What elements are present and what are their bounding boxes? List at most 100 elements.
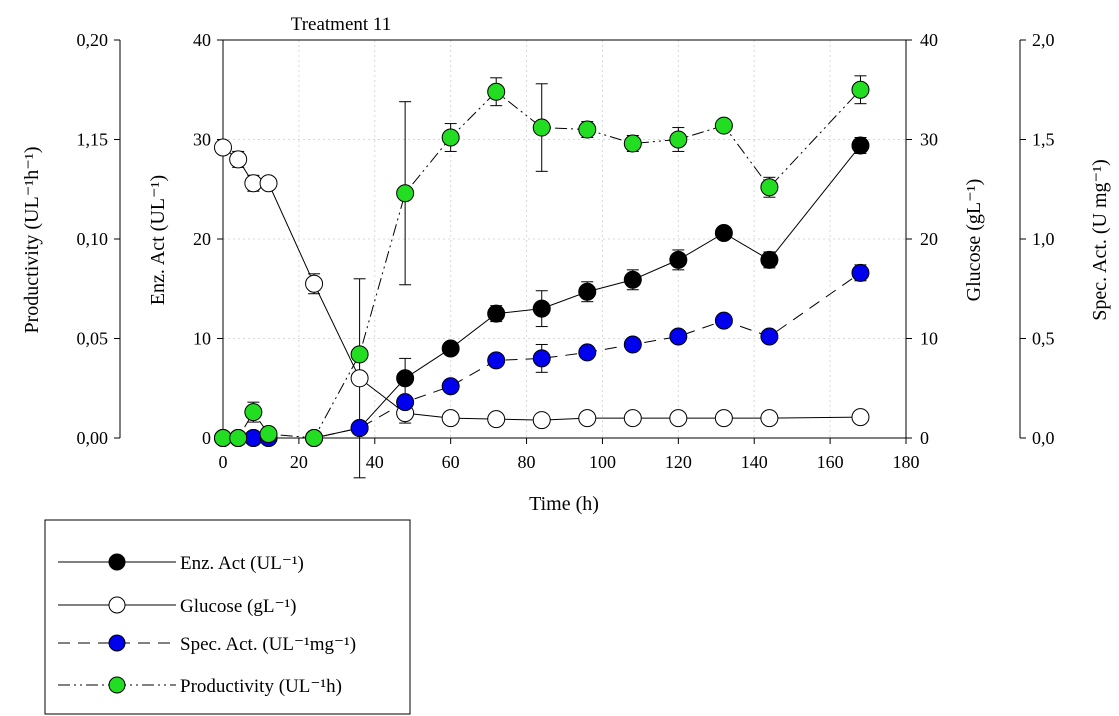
data-point-glucose [532, 411, 551, 430]
data-point-glucose [578, 409, 597, 428]
series-line-spec [223, 272, 861, 439]
data-point-spec [623, 335, 642, 354]
spec-tick-label: 1,5 [1032, 130, 1055, 150]
data-point-productivity [441, 128, 460, 147]
data-point-glucose [851, 408, 870, 427]
data-point-glucose [350, 369, 369, 388]
data-point-glucose [305, 274, 324, 293]
data-point-spec [441, 377, 460, 396]
data-point-productivity [229, 429, 248, 447]
data-point-productivity [259, 425, 278, 444]
data-point-spec [396, 393, 415, 412]
x-tick-label: 140 [741, 452, 768, 472]
ticks: 0 20 40 60 80 100 120 140 160 1800102030400102030… [77, 30, 1055, 472]
data-point-enz [578, 282, 597, 301]
data-point-productivity [396, 184, 415, 203]
data-point-productivity [350, 345, 369, 364]
x-tick-label: 40 [366, 452, 384, 472]
data-point-glucose [229, 150, 248, 169]
data-point-productivity [714, 116, 733, 135]
data-point-productivity [851, 80, 870, 99]
x-tick-label: 80 [518, 452, 536, 472]
legend-marker-spec [108, 634, 126, 652]
data-point-spec [578, 343, 597, 362]
data-point-productivity [487, 82, 506, 101]
x-tick-label: 180 [893, 452, 920, 472]
data-point-enz [760, 250, 779, 269]
data-point-spec [714, 311, 733, 330]
productivity-tick-label: 0,20 [77, 30, 109, 50]
series-line-productivity [223, 89, 861, 439]
x-tick-label: 160 [817, 452, 844, 472]
spec-tick-label: 0,0 [1032, 428, 1055, 448]
spec-axis-label: Spec. Act. (U mg⁻¹) [1089, 159, 1111, 321]
glucose-tick-label: 30 [920, 130, 938, 150]
enz-tick-label: 0 [202, 428, 211, 448]
x-tick-label: 20 [290, 452, 308, 472]
enz-tick-label: 20 [193, 229, 211, 249]
enz-tick-label: 40 [193, 30, 211, 50]
glucose-tick-label: 40 [920, 30, 938, 50]
productivity-tick-label: 1,15 [77, 130, 109, 150]
legend-box [44, 519, 411, 715]
chart-title: Treatment 11 [291, 14, 391, 35]
data-point-productivity [623, 134, 642, 153]
glucose-tick-label: 10 [920, 329, 938, 349]
spec-tick-label: 2,0 [1032, 30, 1055, 50]
data-point-glucose [259, 174, 278, 193]
data-point-spec [244, 429, 263, 447]
data-point-enz [396, 369, 415, 388]
x-tick-label: 0 [219, 452, 228, 472]
productivity-tick-label: 0,05 [77, 329, 109, 349]
data-point-glucose [244, 174, 263, 193]
productivity-tick-label: 0,10 [77, 229, 109, 249]
data-point-spec [487, 351, 506, 370]
data-point-enz [487, 304, 506, 323]
data-point-enz [714, 224, 733, 243]
data-point-glucose [623, 409, 642, 428]
data-point-enz [532, 299, 551, 318]
data-point-glucose [214, 138, 232, 157]
legend-label-productivity: Productivity (UL⁻¹h) [180, 676, 342, 697]
x-tick-label: 100 [589, 452, 616, 472]
legend-label-glucose: Glucose (gL⁻¹) [180, 596, 297, 617]
legend-label-enz: Enz. Act (UL⁻¹) [180, 553, 304, 574]
x-tick-label: 120 [665, 452, 692, 472]
glucose-tick-label: 20 [920, 229, 938, 249]
legend-marker-productivity [108, 676, 126, 694]
data-point-spec [669, 327, 688, 346]
series-layer [214, 75, 870, 479]
data-point-glucose [760, 409, 779, 428]
legend-marker-enz [108, 553, 126, 571]
data-point-enz [669, 250, 688, 269]
data-point-productivity [305, 429, 324, 447]
spec-tick-label: 1,0 [1032, 229, 1055, 249]
data-point-productivity [214, 429, 232, 447]
legend-label-spec: Spec. Act. (UL⁻¹mg⁻¹) [180, 634, 356, 655]
data-point-glucose [441, 409, 460, 428]
x-tick-label: 60 [442, 452, 460, 472]
data-point-productivity [578, 120, 597, 139]
enz-tick-label: 10 [193, 329, 211, 349]
enz-tick-label: 30 [193, 130, 211, 150]
productivity-tick-label: 0,00 [77, 428, 109, 448]
data-point-productivity [244, 403, 263, 422]
glucose-tick-label: 0 [920, 428, 929, 448]
grid [223, 40, 906, 438]
spec-tick-label: 0,5 [1032, 329, 1055, 349]
glucose-axis-label: Glucose (gL⁻¹) [963, 179, 985, 302]
data-point-glucose [669, 409, 688, 428]
enz-axis-label: Enz. Act (UL⁻¹) [147, 175, 169, 305]
data-point-enz [623, 270, 642, 289]
x-axis-label: Time (h) [529, 493, 599, 515]
productivity-axis-label: Productivity (UL⁻¹h⁻¹) [21, 147, 43, 334]
data-point-glucose [714, 409, 733, 428]
data-point-spec [532, 349, 551, 368]
legend-marker-glucose [108, 596, 126, 614]
data-point-enz [441, 339, 460, 358]
data-point-productivity [760, 178, 779, 197]
data-point-spec [851, 263, 870, 282]
data-point-glucose [487, 410, 506, 429]
data-point-spec [350, 419, 369, 438]
